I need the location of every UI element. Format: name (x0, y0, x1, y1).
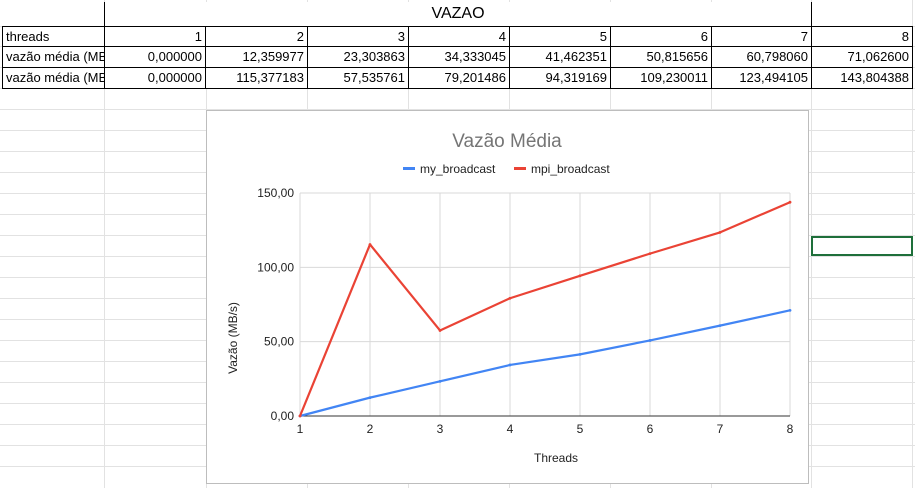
x-tick-label: 5 (577, 422, 584, 436)
x-tick-label: 8 (787, 422, 794, 436)
data-point-my-broadcast[interactable] (368, 396, 372, 400)
x-tick-label: 1 (297, 422, 304, 436)
cell-header-threads[interactable]: threads (2, 26, 105, 47)
cell-value[interactable]: 71,062600 (812, 47, 913, 68)
cell-value[interactable]: 79,201486 (409, 68, 510, 89)
chart-x-ticks: 1 2 3 4 5 6 7 8 (297, 422, 794, 436)
data-point-mpi-broadcast[interactable] (578, 274, 582, 278)
cell-value[interactable]: 34,333045 (409, 47, 510, 68)
cell-value[interactable]: 0,000000 (105, 47, 206, 68)
cell-value[interactable]: 50,815656 (611, 47, 712, 68)
x-tick-label: 6 (647, 422, 654, 436)
cell-thread-count[interactable]: 3 (308, 26, 409, 47)
cell-thread-count[interactable]: 7 (712, 26, 812, 47)
legend-swatch-my-broadcast (403, 167, 415, 170)
chart-gridlines (299, 192, 791, 417)
chart-title: Vazão Média (452, 131, 562, 152)
legend-swatch-mpi-broadcast (514, 167, 526, 170)
data-point-my-broadcast[interactable] (578, 352, 582, 356)
selected-cell-indicator[interactable] (811, 236, 913, 256)
cell-value[interactable]: 109,230011 (611, 68, 712, 89)
chart-series (298, 200, 792, 418)
data-point-mpi-broadcast[interactable] (508, 296, 512, 300)
data-point-my-broadcast[interactable] (788, 308, 792, 312)
x-axis-label: Threads (534, 451, 578, 465)
cell-value[interactable]: 94,319169 (510, 68, 611, 89)
line-chart[interactable]: Vazão Média my_broadcast mpi_broadcast 0… (206, 110, 809, 484)
y-tick-label: 0,00 (271, 409, 295, 423)
data-point-my-broadcast[interactable] (438, 379, 442, 383)
data-point-my-broadcast[interactable] (508, 363, 512, 367)
data-point-mpi-broadcast[interactable] (718, 231, 722, 234)
x-tick-label: 4 (507, 422, 514, 436)
chart-legend[interactable]: my_broadcast mpi_broadcast (403, 162, 610, 176)
data-point-my-broadcast[interactable] (718, 324, 722, 328)
data-point-mpi-broadcast[interactable] (438, 329, 442, 332)
y-tick-label: 150,00 (257, 186, 294, 200)
cell-value[interactable]: 123,494105 (712, 68, 812, 89)
grid-column-line (104, 0, 105, 488)
cell-value[interactable]: 12,359977 (206, 47, 308, 68)
data-point-mpi-broadcast[interactable] (648, 252, 652, 256)
cell-value[interactable]: 57,535761 (308, 68, 409, 89)
grid-row-line (0, 109, 915, 110)
y-tick-label: 50,00 (264, 335, 294, 349)
data-point-mpi-broadcast[interactable] (368, 243, 372, 246)
x-tick-label: 3 (437, 422, 444, 436)
cell-value[interactable]: 41,462351 (510, 47, 611, 68)
cell-row-label[interactable]: vazão média (MB/s) (2, 68, 105, 89)
series-line-my-broadcast[interactable] (298, 309, 792, 418)
cell-thread-count[interactable]: 6 (611, 26, 712, 47)
cell-thread-count[interactable]: 8 (812, 26, 913, 47)
data-point-mpi-broadcast[interactable] (788, 200, 792, 204)
cell-value[interactable]: 0,000000 (105, 68, 206, 89)
x-tick-label: 7 (717, 422, 724, 436)
y-tick-label: 100,00 (257, 260, 294, 274)
y-axis-label: Vazão (MB/s) (226, 302, 240, 374)
cell-thread-count[interactable]: 2 (206, 26, 308, 47)
data-point-my-broadcast[interactable] (648, 339, 652, 342)
x-tick-label: 2 (367, 422, 374, 436)
cell-thread-count[interactable]: 1 (105, 26, 206, 47)
legend-label-my-broadcast: my_broadcast (420, 162, 496, 176)
series-line-mpi-broadcast[interactable] (298, 201, 792, 418)
cell-thread-count[interactable]: 4 (409, 26, 510, 47)
cell-value[interactable]: 115,377183 (206, 68, 308, 89)
cell-value[interactable]: 60,798060 (712, 47, 812, 68)
cell-thread-count[interactable]: 5 (510, 26, 611, 47)
data-point-mpi-broadcast[interactable] (298, 414, 302, 418)
chart-canvas: Vazão Média my_broadcast mpi_broadcast 0… (226, 131, 794, 465)
legend-label-mpi-broadcast: mpi_broadcast (531, 162, 610, 176)
cell-row-label[interactable]: vazão média (MB/s) (2, 47, 105, 68)
cell-value[interactable]: 23,303863 (308, 47, 409, 68)
table-title[interactable]: VAZAO (104, 2, 812, 26)
cell-value[interactable]: 143,804388 (812, 68, 913, 89)
chart-y-ticks: 0,00 50,00 100,00 150,00 (257, 186, 294, 423)
